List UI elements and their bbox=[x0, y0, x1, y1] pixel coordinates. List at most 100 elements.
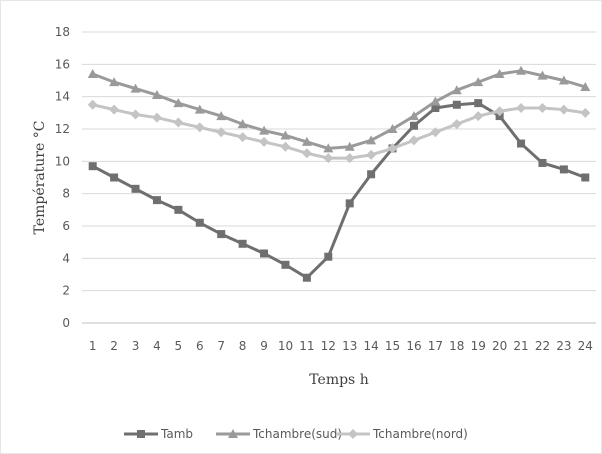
data-point bbox=[323, 143, 334, 153]
x-tick-label: 13 bbox=[342, 339, 357, 353]
y-axis-title: Température °C bbox=[32, 121, 48, 235]
data-point bbox=[87, 99, 98, 110]
data-point bbox=[88, 162, 97, 171]
data-point bbox=[194, 104, 205, 114]
gridlines bbox=[82, 31, 596, 292]
y-tick-label: 8 bbox=[62, 187, 70, 201]
data-point bbox=[174, 205, 183, 214]
data-point bbox=[558, 75, 569, 85]
data-point bbox=[474, 99, 483, 108]
x-tick-label: 3 bbox=[132, 339, 140, 353]
legend-item: Tamb bbox=[124, 427, 193, 441]
data-point bbox=[387, 124, 398, 133]
data-point bbox=[109, 77, 120, 87]
data-point bbox=[217, 230, 226, 239]
x-tick-label: 17 bbox=[428, 339, 443, 353]
data-point bbox=[581, 173, 590, 182]
data-point bbox=[344, 141, 355, 151]
x-tick-label: 5 bbox=[175, 339, 183, 353]
data-point bbox=[259, 136, 270, 147]
x-tick-label: 19 bbox=[471, 339, 486, 353]
data-point bbox=[387, 143, 398, 154]
data-point bbox=[131, 184, 140, 193]
data-point bbox=[194, 122, 205, 133]
data-point bbox=[280, 141, 291, 152]
x-tick-label: 18 bbox=[449, 339, 464, 353]
data-point bbox=[408, 111, 419, 121]
x-tick-label: 24 bbox=[578, 339, 593, 353]
data-point bbox=[259, 125, 270, 135]
x-tick-label: 7 bbox=[217, 339, 225, 353]
x-tick-label: 15 bbox=[385, 339, 400, 353]
data-point bbox=[516, 102, 527, 113]
series-1 bbox=[87, 65, 591, 153]
data-point bbox=[516, 65, 527, 75]
data-point bbox=[517, 139, 526, 148]
data-point bbox=[366, 149, 377, 160]
data-point bbox=[110, 173, 119, 182]
data-point bbox=[430, 127, 441, 138]
data-point bbox=[537, 102, 548, 113]
x-tick-label: 16 bbox=[406, 339, 421, 353]
data-point bbox=[173, 117, 184, 128]
data-point bbox=[260, 249, 269, 258]
data-point bbox=[494, 106, 505, 117]
data-point bbox=[344, 153, 355, 164]
data-point bbox=[151, 112, 162, 123]
legend-label: Tchambre(sud) bbox=[252, 427, 342, 441]
x-tick-label: 6 bbox=[196, 339, 204, 353]
data-point bbox=[301, 136, 312, 146]
data-point bbox=[237, 119, 248, 129]
series-line bbox=[92, 69, 586, 150]
x-tick-label: 11 bbox=[299, 339, 314, 353]
data-point bbox=[216, 127, 227, 138]
y-tick-label: 0 bbox=[62, 316, 70, 330]
y-tick-label: 2 bbox=[62, 284, 70, 298]
legend-marker bbox=[228, 429, 238, 438]
series-2 bbox=[87, 99, 591, 164]
y-tick-label: 6 bbox=[62, 219, 70, 233]
legend-marker bbox=[348, 429, 358, 439]
legend-label: Tamb bbox=[160, 427, 193, 441]
legend-marker bbox=[137, 430, 145, 438]
data-point bbox=[537, 70, 548, 80]
data-point bbox=[237, 132, 248, 143]
data-point bbox=[87, 69, 98, 79]
x-tick-label: 12 bbox=[321, 339, 336, 353]
data-point bbox=[431, 103, 440, 112]
data-point bbox=[280, 130, 291, 140]
data-point bbox=[409, 121, 418, 130]
data-point bbox=[558, 104, 569, 115]
data-point bbox=[152, 196, 161, 205]
data-point bbox=[451, 85, 462, 95]
data-point bbox=[494, 69, 505, 79]
x-tick-label: 2 bbox=[110, 339, 118, 353]
data-point bbox=[451, 119, 462, 130]
x-tick-label: 20 bbox=[492, 339, 507, 353]
x-tick-label: 22 bbox=[535, 339, 550, 353]
y-tick-label: 4 bbox=[62, 251, 70, 265]
data-point bbox=[452, 100, 461, 109]
x-tick-label: 14 bbox=[363, 339, 378, 353]
data-point bbox=[238, 239, 247, 248]
data-point bbox=[538, 158, 547, 167]
data-point bbox=[324, 252, 333, 261]
data-point bbox=[195, 218, 204, 227]
data-point bbox=[130, 109, 141, 120]
legend-item: Tchambre(nord) bbox=[336, 427, 468, 441]
x-tick-label: 1 bbox=[89, 339, 97, 353]
data-point bbox=[580, 81, 591, 91]
data-point bbox=[151, 90, 162, 100]
data-point bbox=[580, 107, 591, 118]
data-point bbox=[367, 170, 376, 179]
data-point bbox=[323, 153, 334, 164]
data-point bbox=[408, 135, 419, 146]
x-tick-label: 23 bbox=[556, 339, 571, 353]
x-tick-label: 9 bbox=[260, 339, 268, 353]
data-point bbox=[430, 96, 441, 106]
data-point bbox=[559, 165, 568, 174]
x-tick-label: 4 bbox=[153, 339, 161, 353]
